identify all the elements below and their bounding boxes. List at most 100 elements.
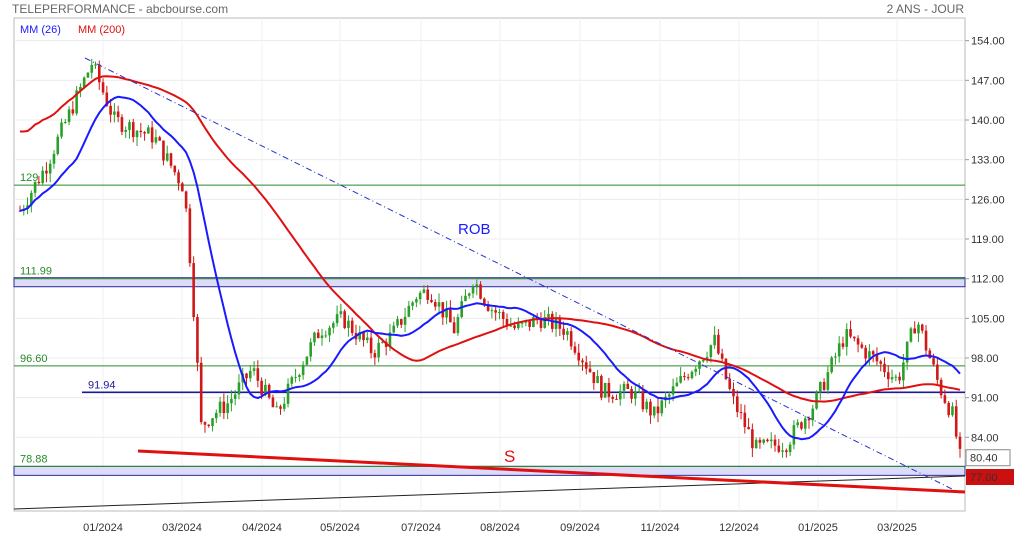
support-price-label: 77.00 bbox=[970, 472, 998, 484]
x-tick-label: 11/2024 bbox=[641, 522, 680, 534]
support-trendline bbox=[137, 449, 965, 494]
candle-body bbox=[543, 317, 547, 328]
candle-body bbox=[203, 422, 207, 425]
candle-body bbox=[211, 418, 214, 427]
period-label: 2 ANS - JOUR bbox=[886, 2, 964, 16]
level-lines: 129 111.99 96.60 91.94 78.88 bbox=[14, 172, 965, 467]
candle-body bbox=[728, 379, 732, 389]
level-label: 91.94 bbox=[88, 379, 116, 391]
candle-body bbox=[343, 311, 346, 328]
candle-body bbox=[109, 105, 112, 115]
x-tick-label: 09/2024 bbox=[560, 522, 600, 534]
level-band bbox=[13, 277, 966, 288]
candle-body bbox=[694, 368, 698, 372]
candle-body bbox=[188, 208, 192, 264]
candle-body bbox=[928, 350, 932, 359]
candle-body bbox=[803, 418, 807, 429]
candle-body bbox=[445, 308, 448, 318]
candle-body bbox=[920, 324, 924, 331]
candle-body bbox=[875, 354, 879, 362]
candle-body bbox=[162, 140, 165, 161]
candle-body bbox=[660, 400, 664, 414]
rob-annotation: ROB bbox=[458, 221, 491, 238]
candle-body bbox=[773, 439, 777, 446]
candle-body bbox=[939, 379, 943, 396]
candle-body bbox=[762, 439, 765, 443]
candle-body bbox=[120, 117, 124, 132]
candle-body bbox=[316, 332, 320, 339]
y-tick-label: 84.00 bbox=[971, 432, 999, 444]
mm200-line bbox=[20, 75, 961, 403]
long-term-trendline bbox=[14, 475, 965, 510]
candle-body bbox=[932, 358, 935, 365]
candle-body bbox=[505, 318, 509, 327]
candle-body bbox=[637, 391, 641, 393]
candle-body bbox=[830, 357, 833, 373]
candle-body bbox=[56, 136, 60, 154]
candle-body bbox=[94, 64, 97, 66]
candle-body bbox=[301, 364, 305, 376]
candle-body bbox=[150, 127, 154, 143]
x-tick-label: 04/2024 bbox=[242, 522, 282, 534]
candle-body bbox=[154, 137, 158, 143]
candle-body bbox=[260, 380, 263, 395]
candle-body bbox=[82, 77, 86, 87]
candle-body bbox=[286, 383, 290, 404]
candle-body bbox=[60, 122, 63, 137]
candle-body bbox=[626, 383, 630, 389]
candle-body bbox=[849, 329, 852, 337]
candle-body bbox=[298, 375, 301, 377]
x-tick-label: 05/2024 bbox=[320, 522, 360, 534]
candle-body bbox=[64, 121, 67, 123]
candle-body bbox=[671, 386, 675, 395]
candle-body bbox=[732, 388, 735, 397]
candle-body bbox=[45, 170, 48, 174]
candle-body bbox=[679, 376, 682, 383]
candle-body bbox=[554, 318, 558, 329]
candle-body bbox=[735, 396, 739, 413]
candle-body bbox=[158, 137, 161, 141]
legend-item: MM (26) bbox=[20, 24, 61, 36]
candle-body bbox=[766, 439, 769, 442]
candle-body bbox=[690, 371, 694, 379]
candle-body bbox=[841, 343, 845, 347]
x-tick-label: 08/2024 bbox=[480, 522, 520, 534]
candle-body bbox=[128, 122, 131, 131]
candle-body bbox=[822, 382, 826, 390]
x-tick-label: 12/2024 bbox=[719, 522, 759, 534]
candle-body bbox=[751, 429, 754, 449]
candle-body bbox=[426, 289, 430, 300]
candle-body bbox=[377, 342, 380, 358]
candle-body bbox=[169, 153, 173, 166]
candle-body bbox=[909, 328, 913, 342]
candle-body bbox=[902, 362, 905, 381]
candle-body bbox=[649, 401, 652, 416]
candle-body bbox=[758, 439, 762, 443]
candle-body bbox=[739, 412, 743, 414]
candle-body bbox=[588, 368, 592, 373]
candle-body bbox=[437, 302, 441, 307]
candle-body bbox=[645, 401, 648, 410]
candle-body bbox=[769, 439, 773, 442]
candle-body bbox=[256, 368, 260, 381]
y-tick-label: 98.00 bbox=[971, 353, 999, 365]
candle-body bbox=[464, 295, 467, 302]
level-label: 78.88 bbox=[20, 453, 48, 465]
candle-body bbox=[192, 263, 195, 318]
candle-body bbox=[569, 331, 573, 347]
candle-body bbox=[430, 299, 433, 303]
candle-body bbox=[177, 172, 180, 184]
candle-body bbox=[747, 427, 750, 430]
candle-body bbox=[917, 324, 920, 334]
candle-body bbox=[184, 191, 188, 209]
y-tick-label: 147.00 bbox=[971, 75, 1005, 87]
candle-body bbox=[743, 412, 747, 428]
candle-body bbox=[97, 64, 101, 83]
candle-body bbox=[18, 210, 22, 212]
candle-body bbox=[131, 122, 135, 138]
candle-body bbox=[618, 390, 622, 400]
candle-body bbox=[245, 373, 248, 379]
candle-body bbox=[86, 72, 90, 78]
candle-body bbox=[943, 395, 947, 403]
